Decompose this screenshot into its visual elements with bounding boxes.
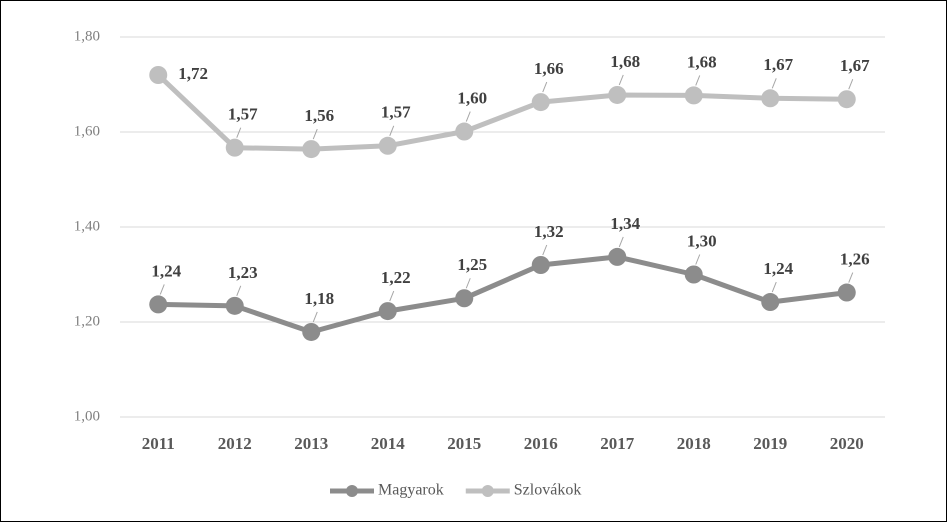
data-label: 1,22	[381, 268, 411, 287]
point	[684, 265, 703, 284]
leader-line	[389, 125, 395, 136]
leader-line	[542, 81, 548, 93]
point	[608, 85, 627, 104]
leader-line	[695, 75, 701, 86]
leader-line	[771, 78, 777, 89]
leader-line	[848, 272, 854, 283]
x-tick-label: 2019	[753, 434, 787, 453]
y-tick-label: 1,00	[74, 408, 100, 424]
leader-line	[618, 236, 624, 248]
y-tick-label: 1,80	[74, 28, 100, 44]
data-label: 1,66	[534, 59, 564, 78]
point	[302, 140, 321, 159]
data-label: 1,32	[534, 222, 564, 241]
point	[761, 89, 780, 108]
point	[455, 122, 474, 141]
point	[837, 90, 856, 109]
point	[225, 138, 244, 157]
data-label: 1,68	[610, 52, 640, 71]
data-label: 1,67	[840, 56, 870, 75]
y-tick-label: 1,60	[74, 123, 100, 139]
x-tick-label: 2013	[294, 434, 328, 453]
point	[378, 302, 397, 321]
leader-line	[542, 244, 548, 256]
x-tick-label: 2015	[447, 434, 481, 453]
x-tick-label: 2016	[524, 434, 558, 453]
data-label: 1,67	[763, 55, 793, 74]
leader-line	[312, 128, 318, 140]
legend-label: Magyarok	[378, 482, 444, 499]
leader-line	[848, 79, 854, 90]
point	[149, 295, 168, 314]
data-label: 1,57	[228, 105, 258, 124]
leader-line	[771, 281, 777, 293]
point	[837, 283, 856, 302]
point	[149, 66, 168, 84]
legend-label: Szlovákok	[514, 482, 582, 499]
data-label: 1,18	[304, 289, 334, 308]
leader-line	[465, 111, 471, 122]
leader-line	[236, 285, 242, 297]
x-tick-label: 2011	[142, 434, 175, 453]
data-label: 1,56	[304, 106, 334, 125]
data-label: 1,30	[687, 231, 717, 250]
leader-line	[236, 127, 242, 138]
point	[378, 136, 397, 155]
data-label: 1,60	[457, 88, 487, 107]
series-line	[156, 73, 847, 152]
legend-marker	[346, 485, 358, 497]
data-label: 1,72	[178, 64, 208, 83]
leader-line	[618, 74, 624, 86]
data-label: 1,23	[228, 263, 258, 282]
point	[531, 93, 550, 112]
point	[302, 322, 321, 341]
y-tick-label: 1,40	[74, 218, 100, 234]
leader-line	[465, 278, 471, 289]
data-label: 1,68	[687, 52, 717, 71]
leader-line	[695, 254, 701, 265]
data-label: 1,24	[151, 261, 181, 280]
data-label: 1,26	[840, 249, 870, 268]
point	[455, 289, 474, 308]
x-tick-label: 2020	[830, 434, 864, 453]
x-tick-label: 2018	[677, 434, 711, 453]
data-label: 1,24	[763, 259, 793, 278]
x-tick-label: 2017	[600, 434, 635, 453]
point	[684, 86, 703, 105]
point	[531, 256, 550, 274]
point	[608, 247, 627, 266]
data-label: 1,25	[457, 255, 487, 274]
leader-line	[312, 311, 318, 323]
x-tick-label: 2012	[218, 434, 252, 453]
y-tick-label: 1,20	[74, 313, 100, 329]
x-tick-label: 2014	[371, 434, 406, 453]
legend-marker	[481, 485, 494, 497]
point	[761, 293, 780, 312]
point	[225, 296, 244, 315]
leader-line	[159, 284, 165, 295]
leader-line	[389, 290, 395, 302]
data-label: 1,34	[610, 214, 640, 233]
series-line	[158, 254, 848, 335]
data-label: 1,57	[381, 103, 411, 122]
